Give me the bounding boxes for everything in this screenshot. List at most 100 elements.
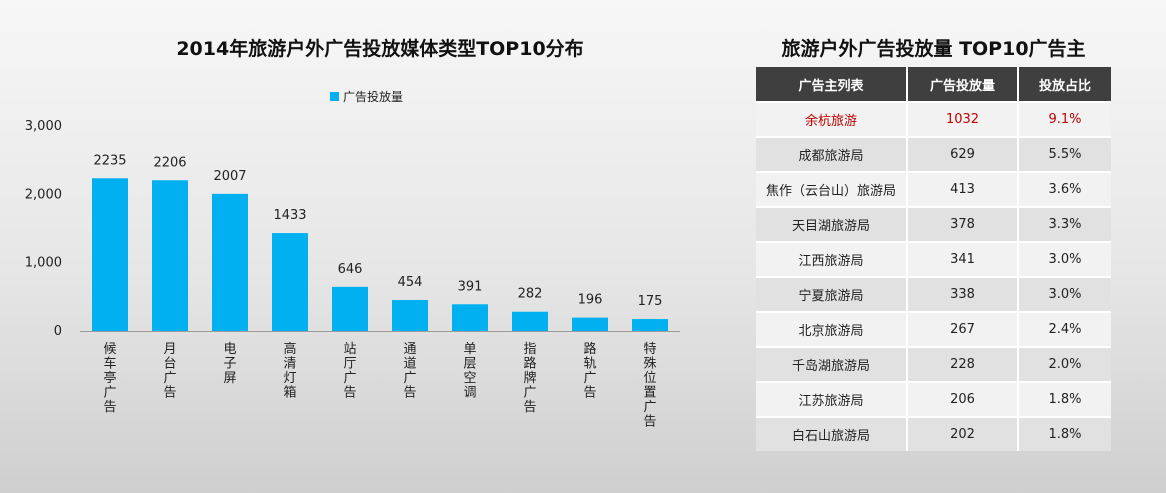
x-tick-label-char: 广 [643, 400, 656, 415]
table-row: 江西旅游局 341 3.0% [756, 241, 1111, 277]
cell-share: 3.0% [1017, 241, 1111, 277]
cell-share: 5.5% [1017, 136, 1111, 172]
bar-value-label: 646 [338, 262, 363, 277]
x-tick-label-char: 广 [583, 371, 596, 386]
bar [152, 180, 188, 331]
bar-chart: 广告投放量01,0002,0003,0002235候车亭广告2206月台广告20… [25, 89, 680, 430]
cell-advertiser: 白石山旅游局 [756, 416, 909, 451]
y-tick-label: 0 [54, 324, 62, 339]
cell-share: 3.6% [1017, 171, 1111, 207]
bar [212, 193, 248, 331]
x-tick-label-char: 箱 [283, 385, 296, 401]
x-tick-label-char: 空 [463, 371, 476, 386]
cell-advertiser: 宁夏旅游局 [756, 276, 909, 312]
cell-volume: 1032 [907, 101, 1019, 137]
x-tick-label-char: 指 [523, 342, 536, 357]
x-tick-label-char: 告 [103, 400, 116, 415]
cell-volume: 202 [907, 416, 1019, 451]
bar [392, 299, 428, 331]
advertiser-table: 广告主列表 广告投放量 投放占比 余杭旅游 1032 9.1% 成都旅游局 62… [756, 67, 1111, 451]
cell-share: 9.1% [1017, 101, 1111, 137]
cell-volume: 629 [907, 136, 1019, 172]
bar [92, 178, 128, 331]
cell-volume: 341 [907, 241, 1019, 277]
table-row: 北京旅游局 267 2.4% [756, 311, 1111, 347]
x-tick-label-char: 通 [403, 342, 416, 357]
bar [452, 304, 488, 331]
table-row: 余杭旅游 1032 9.1% [756, 101, 1111, 137]
cell-volume: 206 [907, 381, 1019, 417]
x-tick-label-char: 路 [523, 356, 536, 372]
bar [632, 319, 668, 331]
bar [332, 286, 368, 331]
bar [512, 311, 548, 331]
x-tick-label-char: 置 [643, 386, 656, 401]
bar-value-label: 175 [638, 294, 663, 309]
bar-value-label: 1433 [273, 208, 306, 223]
bar [272, 233, 308, 331]
cell-share: 3.3% [1017, 206, 1111, 242]
table-header-row: 广告主列表 广告投放量 投放占比 [756, 67, 1111, 102]
x-tick-label-char: 广 [523, 386, 536, 401]
x-tick-label-char: 广 [163, 371, 176, 386]
cell-advertiser: 北京旅游局 [756, 311, 909, 347]
table-row: 江苏旅游局 206 1.8% [756, 381, 1111, 417]
cell-share: 1.8% [1017, 416, 1111, 451]
bar-value-label: 391 [458, 279, 483, 294]
x-tick-label-char: 特 [643, 342, 656, 357]
x-tick-label-char: 子 [223, 357, 236, 372]
bar-value-label: 454 [398, 275, 423, 290]
legend-swatch [330, 92, 339, 101]
cell-advertiser: 江西旅游局 [756, 241, 909, 277]
cell-share: 2.4% [1017, 311, 1111, 347]
x-tick-label-char: 广 [343, 371, 356, 386]
table-row: 成都旅游局 629 5.5% [756, 136, 1111, 172]
header-advertiser: 广告主列表 [756, 67, 909, 102]
cell-volume: 338 [907, 276, 1019, 312]
bar-value-label: 2206 [153, 155, 186, 170]
cell-volume: 413 [907, 171, 1019, 207]
x-tick-label-char: 车 [103, 356, 116, 372]
table-title: 旅游户外广告投放量 TOP10广告主 [781, 38, 1086, 60]
x-tick-label-char: 亭 [103, 370, 116, 386]
x-tick-label-char: 告 [343, 386, 356, 401]
table-row: 天目湖旅游局 378 3.3% [756, 206, 1111, 242]
x-tick-label-char: 告 [643, 415, 656, 430]
cell-volume: 267 [907, 311, 1019, 347]
header-volume: 广告投放量 [907, 67, 1019, 102]
x-tick-label-char: 路 [583, 341, 596, 357]
x-tick-label-char: 单 [463, 342, 476, 357]
x-tick-label-char: 层 [463, 357, 476, 372]
x-tick-label-char: 告 [523, 400, 536, 415]
x-tick-label-char: 广 [103, 386, 116, 401]
x-tick-label-char: 灯 [283, 371, 296, 386]
x-tick-label-char: 轨 [583, 357, 596, 372]
x-tick-label-char: 殊 [643, 357, 656, 372]
x-tick-label-char: 高 [283, 341, 296, 357]
x-tick-label-char: 月 [163, 342, 176, 357]
y-tick-label: 3,000 [25, 119, 62, 134]
bar [572, 317, 608, 331]
x-tick-label-char: 电 [223, 342, 236, 357]
x-tick-label-char: 候 [103, 342, 116, 357]
table-row: 宁夏旅游局 338 3.0% [756, 276, 1111, 312]
x-tick-label-char: 道 [403, 357, 416, 372]
table-row: 千岛湖旅游局 228 2.0% [756, 346, 1111, 382]
x-tick-label-char: 清 [283, 357, 296, 372]
legend-label: 广告投放量 [343, 89, 403, 104]
cell-advertiser: 千岛湖旅游局 [756, 346, 909, 382]
x-tick-label-char: 厅 [343, 357, 356, 372]
bar-value-label: 282 [518, 287, 543, 302]
x-tick-label-char: 位 [643, 371, 656, 386]
chart-title: 2014年旅游户外广告投放媒体类型TOP10分布 [176, 38, 584, 60]
bar-value-label: 2235 [93, 153, 126, 168]
cell-advertiser: 余杭旅游 [756, 101, 909, 137]
cell-advertiser: 焦作（云台山）旅游局 [756, 171, 909, 207]
x-tick-label-char: 调 [463, 386, 476, 401]
cell-volume: 228 [907, 346, 1019, 382]
cell-share: 3.0% [1017, 276, 1111, 312]
table-row: 白石山旅游局 202 1.8% [756, 416, 1111, 451]
cell-volume: 378 [907, 206, 1019, 242]
x-tick-label-char: 站 [343, 342, 356, 357]
bar-chart-panel: 2014年旅游户外广告投放媒体类型TOP10分布 广告投放量 0 1,000 2,00… [25, 38, 680, 430]
